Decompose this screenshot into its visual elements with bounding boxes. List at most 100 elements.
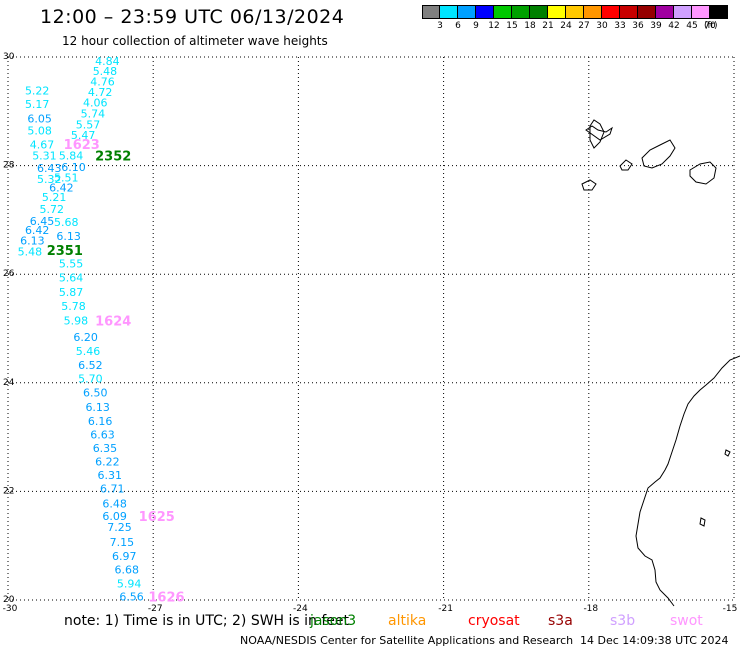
wave-height-label: 4.06 [83,97,108,110]
colorbar-label: 27 [578,21,590,31]
wave-height-label: 5.68 [54,216,78,229]
colorbar-label: 21 [542,21,554,31]
pass-time-label: 1625 [139,510,175,525]
wave-height-label: 5.70 [78,372,103,385]
colorbar-label: 15 [506,21,518,31]
lon-axis-label: -18 [583,604,598,614]
island-madeira-group [585,125,613,141]
lon-axis-label: -30 [3,604,18,614]
wave-height-label: 6.35 [93,442,118,455]
wave-height-label: 7.25 [107,521,132,534]
pass-time-label: 1626 [148,591,184,606]
wave-height-label: 6.42 [49,181,74,194]
pass-time-label: 1623 [64,138,100,153]
lon-axis-label: -24 [293,604,308,614]
footer-note: note: 1) Time is in UTC; 2) SWH is in fe… [64,613,350,629]
lat-axis-label: 20 [3,595,15,605]
colorbar-swatch [512,5,530,19]
colorbar-swatch [530,5,548,19]
track-labels: 4.845.484.765.22 4.725.17 4.066.05 5.745.57… [18,55,185,606]
satellite-legend-swot: swot [670,613,703,629]
satellite-legend-s3b: s3b [610,613,636,629]
island-gran-canaria [689,161,717,185]
colorbar-swatch [710,5,728,19]
wave-height-label: 6.20 [73,331,98,344]
wave-height-colorbar [422,5,728,19]
wave-height-label: 4.67 [30,138,54,151]
colorbar-label: 42 [668,21,680,31]
wave-height-label: 6.16 [88,415,113,428]
colorbar-swatch [674,5,692,19]
colorbar-label: 24 [560,21,572,31]
wave-height-label: 6.09 [102,510,127,523]
wave-height-label: 5.47 [71,129,96,142]
wave-height-label: 6.52 [78,359,103,372]
wave-height-label: 6.97 [112,550,137,563]
wave-height-label: 5.08 [27,124,52,137]
satellite-legend-s3a: s3a [548,613,573,629]
colorbar-label: 39 [650,21,662,31]
wave-height-label: 5.57 [76,118,101,131]
wave-height-label: 4.84 [95,55,120,68]
wave-height-label: 6.13 [56,230,81,243]
wave-height-label: 5.84 [59,149,84,162]
lat-axis-label: 28 [3,161,15,171]
wave-height-label: 5.72 [39,203,64,216]
wave-height-label: 5.21 [42,191,67,204]
island-la-gomera [619,159,633,171]
wave-height-label: 5.17 [25,98,50,111]
colorbar-swatch [692,5,710,19]
wave-height-label: 6.22 [95,456,120,469]
island-la-palma [589,119,605,149]
colorbar-label: 45 [686,21,698,31]
coastline-africa [635,355,740,607]
coastal-feature-1 [724,449,731,457]
pass-time-label: 1624 [95,314,131,329]
wave-height-label: 6.43 [37,162,62,175]
island-tenerife [641,139,676,169]
colorbar-swatch [638,5,656,19]
lon-axis-label: -27 [148,604,163,614]
wave-height-label: 6.48 [102,497,127,510]
wave-height-label: 6.42 [25,224,50,237]
coastline [581,119,740,607]
wave-height-label: 5.48 [93,65,118,78]
colorbar-label: 12 [488,21,500,31]
satellite-legend-altika: altika [388,613,427,629]
colorbar-swatch [458,5,476,19]
wave-height-label: 5.78 [61,300,86,313]
wave-height-label: 5.22 [25,85,50,98]
colorbar-label: 3 [437,21,443,31]
colorbar-swatch [548,5,566,19]
colorbar-label: 30 [596,21,608,31]
colorbar-label: 33 [614,21,626,31]
wave-height-label: 6.63 [90,428,115,441]
lon-axis-label: -21 [438,604,453,614]
wave-height-label: 6.45 [30,215,54,228]
colorbar-swatch [602,5,620,19]
wave-height-label: 5.64 [59,271,84,284]
satellite-legend-jason3: jason3 [310,613,357,629]
map-subtitle: 12 hour collection of altimeter wave hei… [62,34,328,48]
lat-axis-label: 24 [3,378,15,388]
colorbar-swatch [584,5,602,19]
axis-labels: -30 -27 -24 -21 -18 -15 30 28 26 24 22 20 [3,52,738,614]
wave-height-label: 6.05 [27,112,52,125]
wave-height-label: 6.50 [83,387,108,400]
wave-height-label: 5.32 [37,173,62,186]
wave-height-label: 5.98 [64,314,89,327]
map-title: 12:00 – 23:59 UTC 06/13/2024 [40,6,345,28]
colorbar-label: 36 [632,21,644,31]
wave-height-label: 6.13 [20,235,44,248]
footer-timestamp: 14 Dec 14:09:38 UTC 2024 [580,634,729,647]
coastal-feature-2 [699,517,706,527]
colorbar-swatch [494,5,512,19]
wave-height-label: 5.94 [117,578,141,591]
pass-time-label: 2352 [95,149,131,164]
wave-height-label: 6.68 [114,564,139,577]
lat-axis-label: 30 [3,52,15,62]
wave-height-label: 5.55 [59,257,84,270]
footer-credit: NOAA/NESDIS Center for Satellite Applica… [240,634,574,647]
colorbar-swatch [422,5,440,19]
lon-axis-label: -15 [723,604,738,614]
